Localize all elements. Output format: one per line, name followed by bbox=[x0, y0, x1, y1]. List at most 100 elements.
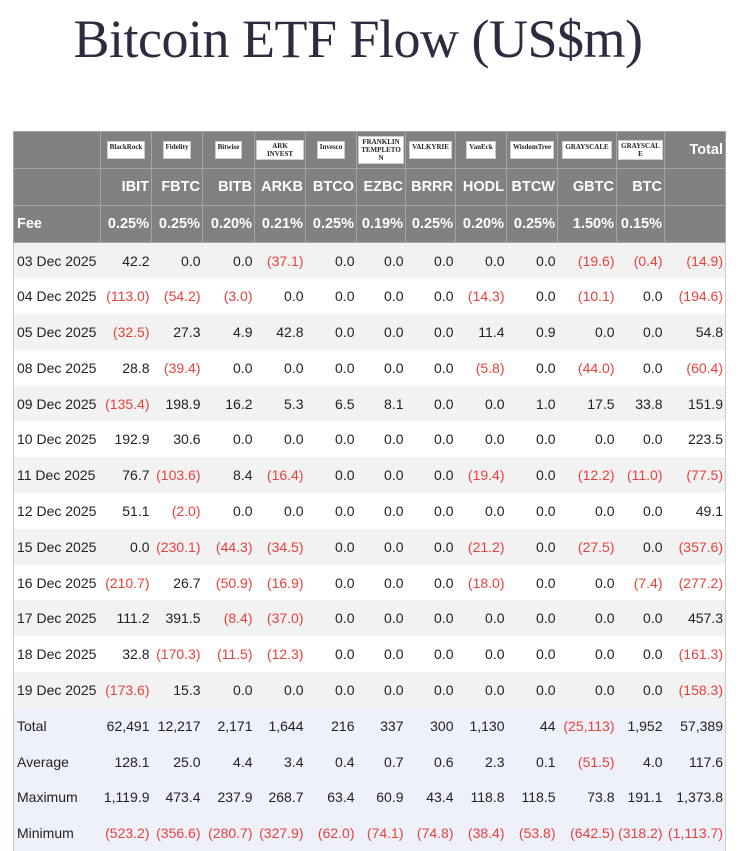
issuer-logo-cell: Invesco bbox=[305, 131, 357, 169]
fee-cell: 0.21% bbox=[254, 205, 306, 243]
issuer-logo-cell: ARK INVEST bbox=[254, 131, 306, 169]
value-cell: 1,644 bbox=[254, 707, 306, 744]
issuer-logo: GRAYSCALE bbox=[618, 140, 663, 160]
value-cell: 0.0 bbox=[356, 600, 406, 637]
issuer-logo-cell: GRAYSCALE bbox=[616, 131, 665, 169]
value-cell: (51.5) bbox=[557, 743, 617, 780]
issuer-logo: Fidelity bbox=[162, 141, 192, 159]
value-cell: 268.7 bbox=[254, 779, 306, 816]
value-cell: 0.0 bbox=[305, 600, 357, 637]
value-cell: (327.9) bbox=[254, 815, 306, 851]
value-cell: (38.4) bbox=[455, 815, 507, 851]
value-cell: 151.9 bbox=[664, 385, 726, 422]
value-cell: (3.0) bbox=[202, 278, 255, 315]
value-cell: (14.3) bbox=[455, 278, 507, 315]
summary-label: Maximum bbox=[13, 779, 101, 816]
value-cell: 0.0 bbox=[405, 349, 456, 386]
value-cell: (44.3) bbox=[202, 528, 255, 565]
issuer-logo: FRANKLIN TEMPLETON bbox=[358, 136, 404, 164]
value-cell: (34.5) bbox=[254, 528, 306, 565]
value-cell: 0.0 bbox=[616, 528, 665, 565]
issuer-logo-cell: VanEck bbox=[455, 131, 507, 169]
value-cell: 0.7 bbox=[356, 743, 406, 780]
value-cell: 0.0 bbox=[356, 636, 406, 673]
value-cell: (19.6) bbox=[557, 242, 617, 279]
table-row: 05 Dec 2025 (32.5) 27.3 4.9 42.8 0.0 0.0 0.0 11.… bbox=[13, 314, 726, 350]
value-cell: 0.0 bbox=[616, 421, 665, 458]
value-cell: 0.0 bbox=[616, 349, 665, 386]
value-cell: (135.4) bbox=[100, 385, 152, 422]
value-cell: 111.2 bbox=[100, 600, 152, 637]
value-cell: (11.5) bbox=[202, 636, 255, 673]
value-cell: 0.0 bbox=[506, 493, 558, 529]
value-cell: 16.2 bbox=[202, 385, 255, 422]
value-cell: 0.0 bbox=[506, 672, 558, 708]
value-cell: 42.8 bbox=[254, 314, 306, 350]
value-cell: 0.0 bbox=[616, 278, 665, 315]
date-cell: 15 Dec 2025 bbox=[13, 528, 101, 565]
ticker-header: HODL bbox=[455, 168, 507, 206]
value-cell: 0.0 bbox=[254, 278, 306, 315]
value-cell: (5.8) bbox=[455, 349, 507, 386]
issuer-logo-cell: WisdomTree bbox=[506, 131, 558, 169]
ticker-header: BTC bbox=[616, 168, 665, 206]
value-cell: 0.0 bbox=[405, 528, 456, 565]
table-row: 17 Dec 2025 111.2 391.5 (8.4) (37.0) 0.0 0.0 0.… bbox=[13, 600, 726, 637]
value-cell: (18.0) bbox=[455, 564, 507, 601]
value-cell: 62,491 bbox=[100, 707, 152, 744]
value-cell: 2.3 bbox=[455, 743, 507, 780]
value-cell: (523.2) bbox=[100, 815, 152, 851]
value-cell: 0.0 bbox=[455, 242, 507, 279]
value-cell: 0.0 bbox=[455, 385, 507, 422]
value-cell: 0.0 bbox=[557, 600, 617, 637]
value-cell: 128.1 bbox=[100, 743, 152, 780]
value-cell: 0.0 bbox=[100, 528, 152, 565]
value-cell: 0.0 bbox=[616, 493, 665, 529]
value-cell: (21.2) bbox=[455, 528, 507, 565]
value-cell: 0.0 bbox=[254, 349, 306, 386]
date-cell: 17 Dec 2025 bbox=[13, 600, 101, 637]
summary-row: Maximum 1,119.9 473.4 237.9 268.7 63.4 60.9 43.… bbox=[13, 779, 726, 816]
ticker-row: IBIT FBTC BITB ARKB BTCO EZBC BRRR HODL BTCW GBTC… bbox=[13, 168, 726, 206]
value-cell: (158.3) bbox=[664, 672, 726, 708]
date-cell: 04 Dec 2025 bbox=[13, 278, 101, 315]
ticker-header: ARKB bbox=[254, 168, 306, 206]
issuer-logo-cell: VALKYRIE bbox=[405, 131, 456, 169]
value-cell: 0.9 bbox=[506, 314, 558, 350]
value-cell: (170.3) bbox=[151, 636, 203, 673]
fee-cell: 0.20% bbox=[202, 205, 255, 243]
date-cell: 11 Dec 2025 bbox=[13, 457, 101, 494]
value-cell: 1,373.8 bbox=[664, 779, 726, 816]
etf-flow-table: BlackRock Fidelity Bitwise ARK INVEST Invesc… bbox=[13, 131, 726, 851]
issuer-logo-row: BlackRock Fidelity Bitwise ARK INVEST Invesc… bbox=[13, 131, 726, 169]
value-cell: 44 bbox=[506, 707, 558, 744]
value-cell: (12.3) bbox=[254, 636, 306, 673]
value-cell: 3.4 bbox=[254, 743, 306, 780]
value-cell: 0.0 bbox=[405, 672, 456, 708]
value-cell: 0.0 bbox=[455, 600, 507, 637]
value-cell: 42.2 bbox=[100, 242, 152, 279]
value-cell: (62.0) bbox=[305, 815, 357, 851]
value-cell: (210.7) bbox=[100, 564, 152, 601]
value-cell: 6.5 bbox=[305, 385, 357, 422]
issuer-logo: GRAYSCALE bbox=[562, 141, 612, 159]
value-cell: 0.0 bbox=[254, 493, 306, 529]
value-cell: 0.0 bbox=[356, 672, 406, 708]
value-cell: 43.4 bbox=[405, 779, 456, 816]
value-cell: 0.0 bbox=[356, 528, 406, 565]
value-cell: 0.0 bbox=[506, 421, 558, 458]
table-row: 10 Dec 2025 192.9 30.6 0.0 0.0 0.0 0.0 0.0 0.0 0.… bbox=[13, 421, 726, 458]
value-cell: 11.4 bbox=[455, 314, 507, 350]
value-cell: 0.0 bbox=[405, 314, 456, 350]
value-cell: 0.0 bbox=[305, 349, 357, 386]
value-cell: 300 bbox=[405, 707, 456, 744]
value-cell: (11.0) bbox=[616, 457, 665, 494]
issuer-logo: VALKYRIE bbox=[409, 141, 452, 159]
value-cell: (113.0) bbox=[100, 278, 152, 315]
value-cell: 0.0 bbox=[356, 421, 406, 458]
value-cell: 0.0 bbox=[405, 564, 456, 601]
value-cell: 223.5 bbox=[664, 421, 726, 458]
value-cell: (39.4) bbox=[151, 349, 203, 386]
value-cell: 30.6 bbox=[151, 421, 203, 458]
issuer-logo: Invesco bbox=[316, 141, 346, 159]
